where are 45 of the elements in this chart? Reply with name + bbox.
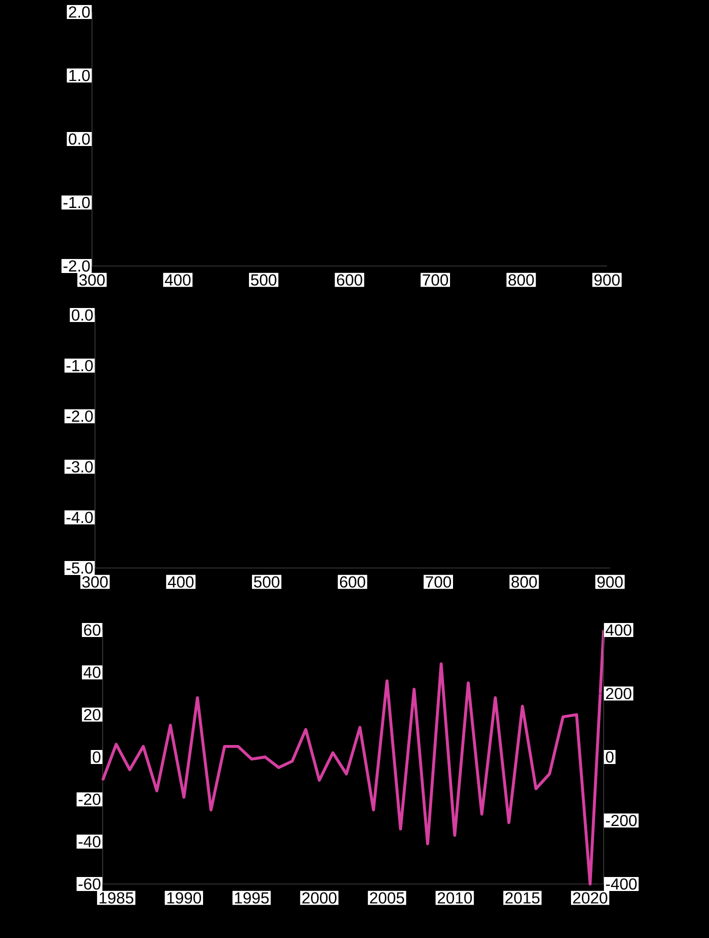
y-tick-label: 0.0 [72, 309, 93, 321]
y-tick-label: 2.0 [68, 6, 90, 18]
y-tick-label: -1.0 [66, 360, 93, 372]
y-tick-label: -4.0 [66, 512, 93, 524]
x-tick-label: 600 [340, 576, 366, 588]
y-tick-label: -20 [78, 794, 100, 805]
x-tick-label: 700 [426, 576, 452, 588]
x-tick-label: 900 [594, 274, 620, 286]
y2-tick-label: -400 [606, 878, 637, 890]
x-tick-label: 400 [164, 274, 191, 286]
x-tick-label: 2020 [573, 892, 608, 904]
x-tick-label: 400 [168, 576, 194, 588]
x-tick-label: 2010 [438, 892, 472, 904]
x-tick-label: 2000 [302, 892, 336, 904]
x-tick-label: 300 [79, 274, 105, 286]
y-tick-label: -1.0 [64, 196, 90, 208]
y-tick-label: 20 [84, 708, 100, 720]
y2-tick-label: 0 [606, 751, 614, 763]
y2-tick-label: -200 [606, 814, 637, 826]
y-tick-label: 0.0 [68, 133, 90, 145]
y2-tick-label: 200 [606, 688, 632, 700]
y2-tick-label: 400 [606, 624, 632, 636]
x-tick-label: 500 [250, 274, 276, 286]
y-tick-label: 1.0 [69, 70, 90, 82]
x-tick-label: 900 [597, 576, 623, 588]
x-tick-label: 300 [82, 576, 108, 588]
x-tick-label: 800 [512, 576, 537, 588]
x-tick-label: 2005 [370, 892, 404, 904]
y-tick-label: -3.0 [66, 461, 93, 472]
y-tick-label: -60 [78, 878, 100, 890]
x-tick-label: 700 [422, 274, 448, 286]
y-tick-label: -2.0 [66, 410, 93, 422]
x-tick-label: 800 [508, 274, 534, 286]
y-tick-label: 0 [92, 751, 100, 763]
y-tick-label: 40 [84, 666, 100, 678]
x-tick-label: 500 [254, 576, 280, 588]
x-tick-label: 600 [336, 274, 362, 286]
y-tick-label: 60 [84, 624, 100, 636]
y-tick-label: -5.0 [66, 562, 93, 574]
x-tick-label: 1990 [167, 892, 202, 904]
y-tick-label: -40 [78, 836, 100, 848]
x-tick-label: 1995 [235, 892, 269, 904]
x-tick-label: 1985 [100, 892, 134, 904]
y-tick-label: -2.0 [64, 260, 90, 272]
x-tick-label: 2015 [505, 892, 540, 904]
